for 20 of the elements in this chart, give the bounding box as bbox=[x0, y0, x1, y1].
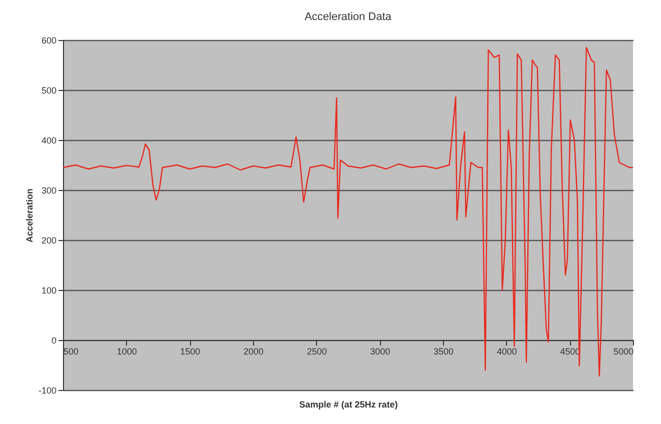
y-tick-label: 400 bbox=[41, 136, 56, 146]
x-tick-label: 500 bbox=[64, 346, 79, 356]
y-axis-title: Acceleration bbox=[24, 188, 34, 243]
y-tick-label: 500 bbox=[41, 86, 56, 96]
y-tick-label: -100 bbox=[38, 386, 56, 396]
y-tick-label: 0 bbox=[51, 336, 56, 346]
x-tick-label: 2000 bbox=[243, 346, 264, 356]
y-tick-label: 200 bbox=[41, 236, 56, 246]
x-tick-label: 1000 bbox=[116, 346, 137, 356]
x-tick-label: 5000 bbox=[613, 346, 634, 356]
x-tick-label: 4000 bbox=[496, 346, 517, 356]
x-tick-label: 2500 bbox=[306, 346, 327, 356]
y-tick-label: 300 bbox=[41, 186, 56, 196]
y-tick-label: 600 bbox=[41, 36, 56, 46]
x-tick-label: 1500 bbox=[180, 346, 200, 356]
chart-title: Acceleration Data bbox=[304, 11, 392, 23]
x-tick-label: 3500 bbox=[433, 346, 454, 356]
x-tick-label: 3000 bbox=[370, 346, 390, 356]
y-tick-label: 100 bbox=[41, 286, 56, 296]
x-axis-title: Sample # (at 25Hz rate) bbox=[299, 400, 398, 410]
